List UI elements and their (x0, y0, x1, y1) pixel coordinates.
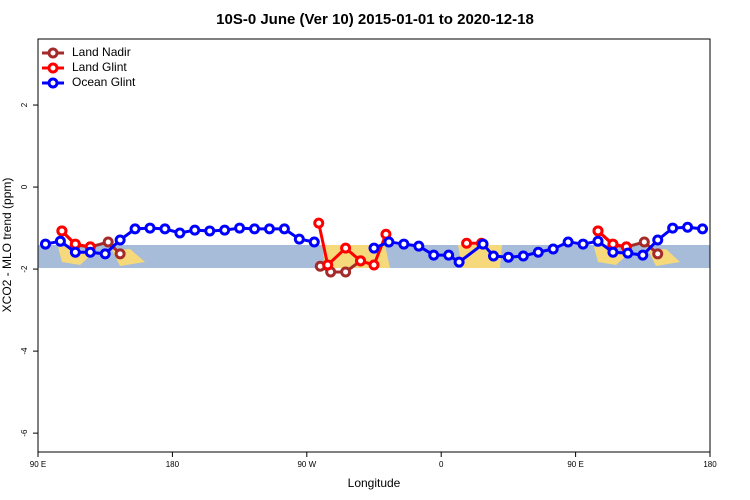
series-point (443, 249, 455, 261)
series-point (607, 246, 619, 258)
series-point (114, 234, 126, 246)
series-point (368, 259, 380, 271)
x-axis-label: Longitude (348, 476, 401, 490)
series-point (129, 223, 141, 235)
series-point (368, 242, 380, 254)
legend-label: Land Glint (72, 60, 127, 74)
series-point (461, 237, 473, 249)
series-point (144, 222, 156, 234)
y-tick-label: 0 (20, 184, 29, 189)
chart-title: 10S-0 June (Ver 10) 2015-01-01 to 2020-1… (216, 11, 534, 28)
y-axis-label: XCO2 - MLO trend (ppm) (0, 178, 14, 313)
y-tick-label: 2 (20, 102, 29, 107)
series-point (219, 224, 231, 236)
series-point (562, 236, 574, 248)
series-point (234, 222, 246, 234)
series-point (547, 243, 559, 255)
series-point (54, 235, 66, 247)
series-point (577, 238, 589, 250)
y-tick-label: -4 (20, 347, 29, 355)
series-point (99, 248, 111, 260)
series-point (293, 233, 305, 245)
series-point (487, 250, 499, 262)
series-point (532, 246, 544, 258)
x-tick-label: 90 W (297, 460, 316, 469)
series-point (174, 227, 186, 239)
y-tick-label: -2 (20, 265, 29, 273)
series-point (502, 251, 514, 263)
series-point (249, 223, 261, 235)
series-point (622, 247, 634, 259)
series-point (355, 255, 367, 267)
legend-label: Land Nadir (72, 45, 131, 59)
series-point (638, 236, 650, 248)
legend-marker (47, 47, 59, 59)
land-shape (458, 245, 502, 268)
legend-label: Ocean Glint (72, 75, 136, 89)
series-point (340, 266, 352, 278)
series-point (383, 236, 395, 248)
series-point (102, 236, 114, 248)
x-tick-label: 180 (166, 460, 180, 469)
series-point (159, 223, 171, 235)
series-point (477, 238, 489, 250)
series-point (39, 238, 51, 250)
series-point (189, 224, 201, 236)
series-point (667, 222, 679, 234)
legend-marker (47, 62, 59, 74)
x-tick-label: 90 E (567, 460, 583, 469)
series-point (340, 242, 352, 254)
series-point (308, 236, 320, 248)
series-point (652, 248, 664, 260)
series-point (263, 223, 275, 235)
series-point (592, 225, 604, 237)
series-point (313, 217, 325, 229)
series-point (453, 256, 465, 268)
series-point (278, 223, 290, 235)
series-point (56, 225, 68, 237)
series-point (697, 223, 709, 235)
y-tick-label: -6 (20, 429, 29, 437)
series-point (84, 246, 96, 258)
series-point (637, 249, 649, 261)
series-point (652, 234, 664, 246)
series-point (114, 248, 126, 260)
series-point (69, 246, 81, 258)
series-point (398, 238, 410, 250)
series-point (517, 250, 529, 262)
series-point (204, 225, 216, 237)
series-point (428, 249, 440, 261)
legend-marker (47, 77, 59, 89)
series-point (322, 259, 334, 271)
series-point (682, 221, 694, 233)
x-tick-label: 180 (703, 460, 717, 469)
series-point (592, 235, 604, 247)
x-tick-label: 90 E (30, 460, 46, 469)
plot-frame (37, 38, 711, 453)
x-tick-label: 0 (439, 460, 444, 469)
series-point (413, 240, 425, 252)
